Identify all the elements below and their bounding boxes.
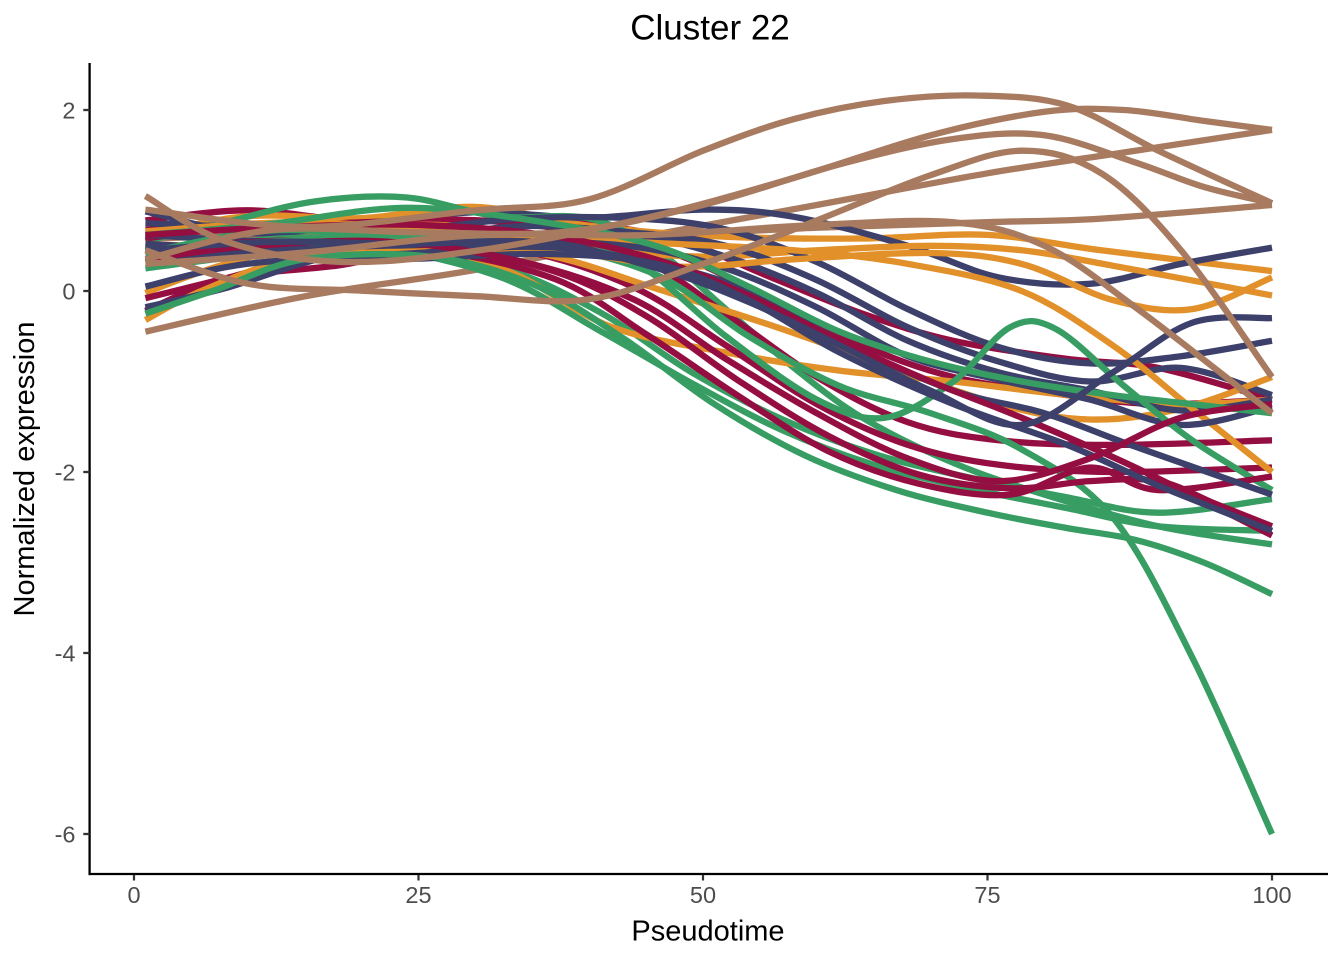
svg-text:25: 25 bbox=[405, 882, 431, 908]
svg-text:Pseudotime: Pseudotime bbox=[631, 916, 784, 948]
svg-text:-6: -6 bbox=[55, 822, 76, 848]
svg-text:75: 75 bbox=[974, 882, 1000, 908]
svg-text:0: 0 bbox=[127, 882, 140, 908]
svg-text:0: 0 bbox=[62, 279, 75, 305]
svg-text:Normalized expression: Normalized expression bbox=[9, 322, 41, 617]
svg-text:-2: -2 bbox=[55, 460, 76, 486]
svg-text:50: 50 bbox=[690, 882, 716, 908]
svg-text:-4: -4 bbox=[55, 641, 76, 667]
svg-text:Cluster 22: Cluster 22 bbox=[630, 9, 790, 48]
svg-text:2: 2 bbox=[62, 98, 75, 124]
svg-text:100: 100 bbox=[1252, 882, 1291, 908]
